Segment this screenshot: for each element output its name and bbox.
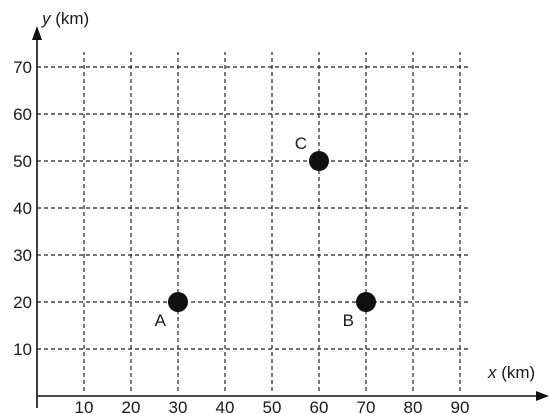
x-tick-label-30: 30 [169, 398, 188, 414]
point-A [168, 292, 188, 312]
x-axis-arrow [536, 391, 549, 401]
x-axis-unit: (km) [497, 363, 536, 382]
point-label-A: A [155, 311, 167, 330]
y-axis-var: y [41, 9, 52, 28]
x-axis-title: x (km) [487, 363, 535, 382]
y-tick-label-40: 40 [13, 199, 32, 218]
y-axis-arrow [32, 26, 42, 40]
point-C [309, 151, 329, 171]
x-tick-label-40: 40 [216, 398, 235, 414]
point-B [356, 292, 376, 312]
x-tick-label-20: 20 [122, 398, 141, 414]
y-tick-label-20: 20 [13, 293, 32, 312]
x-tick-label-10: 10 [75, 398, 94, 414]
x-tick-label-80: 80 [404, 398, 423, 414]
y-axis-unit: (km) [51, 9, 90, 28]
y-tick-label-30: 30 [13, 246, 32, 265]
y-tick-label-50: 50 [13, 152, 32, 171]
axes [32, 26, 549, 408]
grid [37, 52, 468, 391]
point-label-C: C [295, 134, 307, 153]
y-tick-label-10: 10 [13, 340, 32, 359]
y-tick-label-70: 70 [13, 58, 32, 77]
data-points: A B C [155, 134, 376, 330]
tick-labels: 10 20 30 40 50 60 70 80 90 10 20 30 40 50 60 70 [13, 58, 469, 414]
y-tick-label-60: 60 [13, 105, 32, 124]
x-tick-label-90: 90 [451, 398, 470, 414]
x-tick-label-50: 50 [263, 398, 282, 414]
x-tick-label-60: 60 [310, 398, 329, 414]
y-axis-title: y (km) [41, 9, 89, 28]
point-label-B: B [343, 311, 354, 330]
x-tick-label-70: 70 [357, 398, 376, 414]
x-axis-var: x [487, 363, 497, 382]
